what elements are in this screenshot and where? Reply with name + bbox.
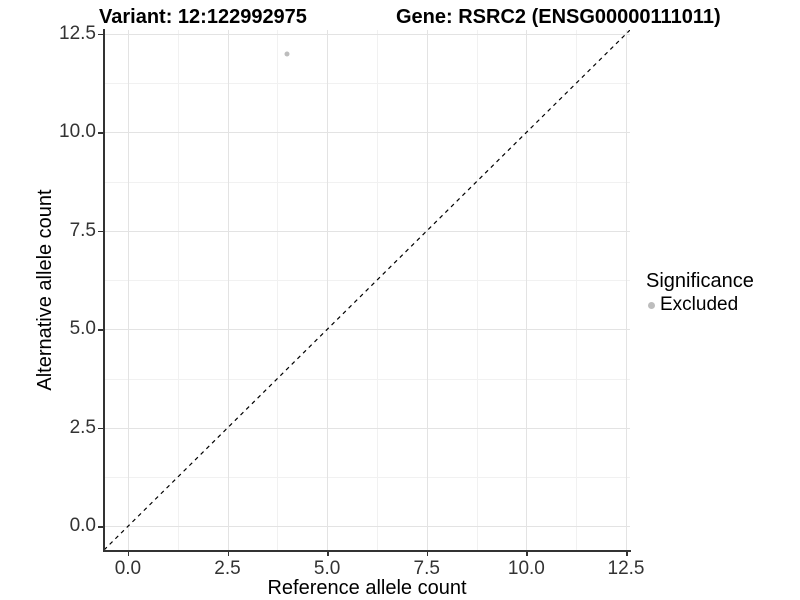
x-tick-label: 5.0 bbox=[313, 558, 341, 579]
plot-title-variant: Variant: 12:122992975 bbox=[99, 6, 307, 28]
x-tick-mark bbox=[327, 551, 329, 556]
x-tick-mark bbox=[227, 551, 230, 556]
x-tick-label: 0.0 bbox=[114, 558, 142, 579]
y-tick-mark bbox=[98, 329, 103, 331]
gridline-major-vertical bbox=[227, 30, 229, 550]
identity-line-dashed bbox=[104, 30, 630, 550]
x-tick-mark bbox=[626, 551, 628, 556]
gridline-minor-horizontal bbox=[104, 280, 630, 282]
x-tick-mark bbox=[127, 551, 130, 556]
x-axis-line bbox=[103, 550, 631, 552]
y-tick-mark bbox=[98, 230, 103, 233]
gridline-minor-vertical bbox=[476, 30, 478, 550]
gridline-major-horizontal bbox=[104, 230, 630, 232]
y-tick-label: 12.5 bbox=[59, 22, 96, 44]
gridline-minor-horizontal bbox=[104, 477, 630, 479]
y-tick-mark bbox=[98, 132, 103, 134]
gridline-major-horizontal bbox=[104, 329, 630, 331]
gridline-minor-horizontal bbox=[104, 83, 630, 85]
y-tick-label: 5.0 bbox=[69, 318, 96, 340]
gridline-major-horizontal bbox=[104, 33, 630, 35]
gridline-minor-vertical bbox=[277, 30, 279, 550]
legend-item-excluded: Excluded bbox=[646, 294, 754, 316]
gridline-major-vertical bbox=[127, 30, 129, 550]
plot-title-gene: Gene: RSRC2 (ENSG00000111011) bbox=[396, 6, 721, 28]
legend: Significance Excluded bbox=[646, 269, 754, 316]
x-tick-mark bbox=[526, 551, 528, 556]
y-axis-title: Alternative allele count bbox=[34, 189, 56, 391]
gridline-major-vertical bbox=[426, 30, 428, 550]
gridline-major-vertical bbox=[526, 30, 528, 550]
gridline-major-vertical bbox=[327, 30, 329, 550]
legend-point-icon bbox=[648, 301, 655, 309]
y-tick-label: 10.0 bbox=[59, 121, 96, 143]
y-tick-mark bbox=[98, 33, 103, 36]
data-point-excluded bbox=[284, 51, 290, 57]
y-tick-mark bbox=[98, 526, 103, 528]
x-tick-label: 7.5 bbox=[413, 558, 440, 579]
gridline-major-horizontal bbox=[104, 427, 630, 429]
x-tick-label: 2.5 bbox=[214, 558, 241, 579]
y-tick-label: 2.5 bbox=[69, 416, 96, 438]
gridline-major-horizontal bbox=[104, 526, 630, 528]
gridline-minor-vertical bbox=[376, 30, 378, 550]
plot-panel bbox=[104, 30, 630, 550]
gridline-major-vertical bbox=[626, 30, 627, 550]
y-axis-line bbox=[103, 29, 105, 551]
gridline-minor-horizontal bbox=[104, 378, 630, 380]
y-tick-label: 0.0 bbox=[69, 515, 96, 537]
x-axis-title: Reference allele count bbox=[267, 577, 467, 599]
legend-item-label: Excluded bbox=[660, 294, 739, 315]
legend-title: Significance bbox=[646, 270, 754, 292]
x-tick-label: 10.0 bbox=[507, 558, 545, 579]
x-tick-mark bbox=[426, 551, 429, 556]
gridline-minor-horizontal bbox=[104, 181, 630, 183]
gridline-minor-vertical bbox=[576, 30, 578, 550]
gridline-major-horizontal bbox=[104, 132, 630, 134]
y-tick-mark bbox=[98, 427, 103, 430]
x-tick-label: 12.5 bbox=[607, 558, 645, 579]
gridline-minor-vertical bbox=[177, 30, 179, 550]
y-tick-label: 7.5 bbox=[69, 219, 96, 241]
